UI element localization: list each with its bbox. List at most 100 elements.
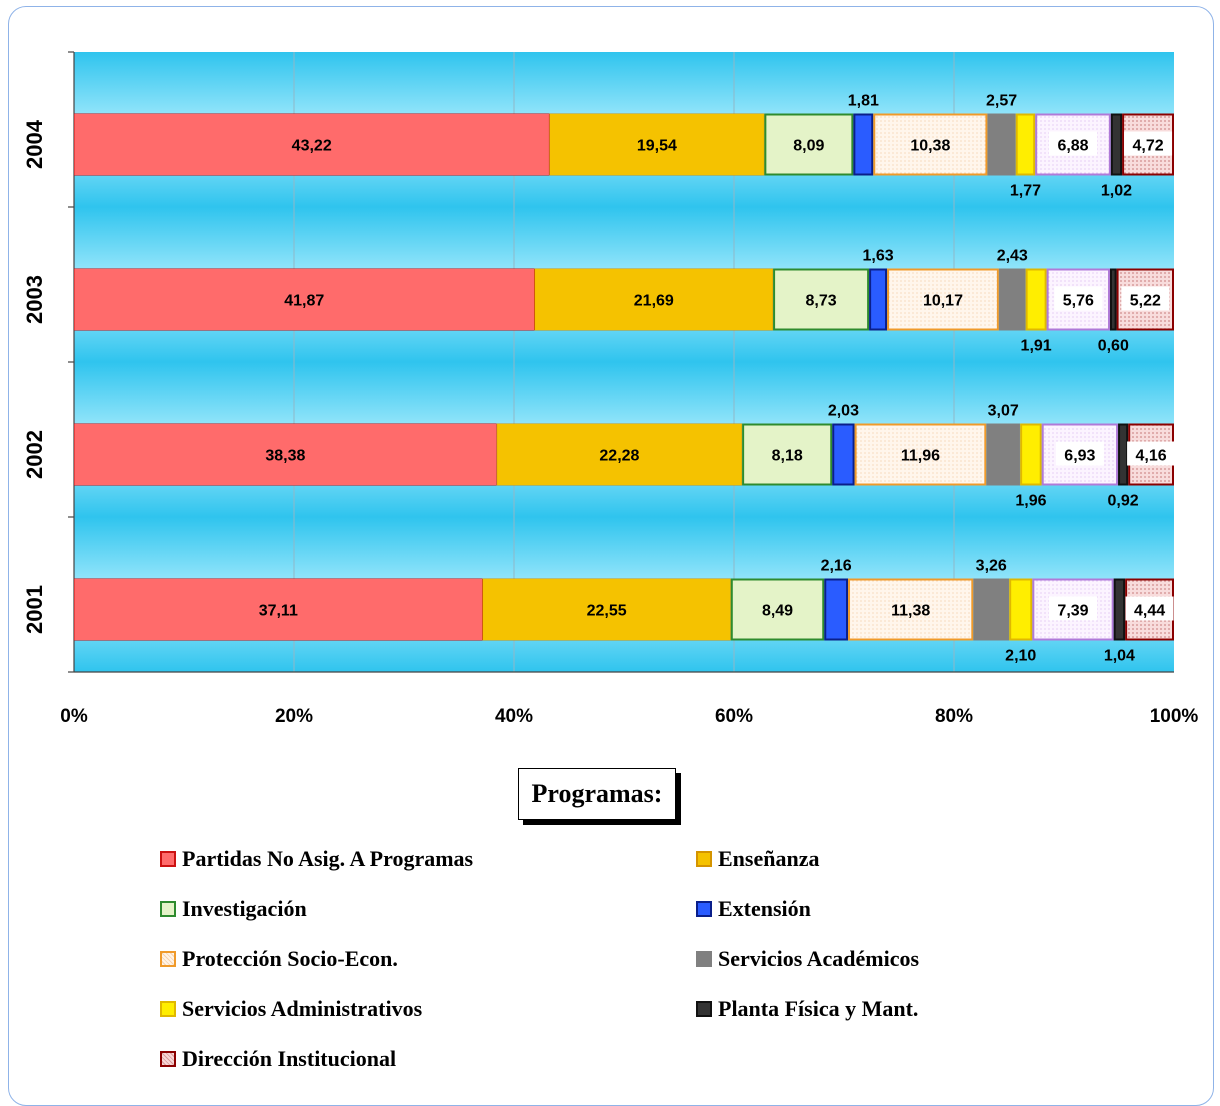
data-label: 2,16	[821, 558, 852, 575]
data-label: 1,02	[1101, 183, 1132, 200]
bar-segment	[1109, 268, 1117, 331]
data-label: 1,91	[1021, 338, 1052, 355]
bar-segment	[74, 578, 483, 641]
bar-segment	[482, 578, 731, 641]
data-label: 43,22	[292, 138, 332, 155]
bar-segment	[496, 423, 743, 486]
data-label: 8,09	[793, 138, 824, 155]
data-label: 3,07	[988, 403, 1019, 420]
data-label: 2,10	[1005, 648, 1036, 665]
bar-segment	[853, 113, 874, 176]
legend-swatch	[696, 851, 712, 867]
bar-segment	[1113, 578, 1126, 641]
bar-segment	[887, 268, 999, 331]
legend-label: Partidas No Asig. A Programas	[182, 846, 474, 871]
data-label: 8,18	[772, 448, 803, 465]
legend-swatch	[160, 1051, 176, 1067]
legend-label: Servicios Administrativos	[182, 996, 423, 1021]
legend-swatch	[696, 1001, 712, 1017]
data-label: 5,22	[1130, 293, 1161, 310]
legend-item: Servicios Académicos	[696, 946, 919, 972]
bar-segment	[986, 423, 1021, 486]
data-label-background	[1121, 286, 1170, 311]
x-tick-label: 100%	[1150, 706, 1199, 727]
data-label: 4,44	[1134, 603, 1165, 620]
bar-segment	[998, 268, 1026, 331]
data-label: 2,03	[828, 403, 859, 420]
data-label: 10,17	[923, 293, 963, 310]
bar-segment	[1015, 113, 1036, 176]
legend-item: Planta Física y Mant.	[696, 996, 918, 1022]
legend-label: Planta Física y Mant.	[718, 996, 919, 1021]
legend-label: Dirección Institucional	[182, 1046, 397, 1071]
data-label-background	[1127, 441, 1176, 466]
legend-label: Extensión	[718, 896, 811, 921]
data-label: 1,63	[863, 248, 894, 265]
bar-segment	[1110, 113, 1123, 176]
bar-segment	[1009, 578, 1033, 641]
x-tick-label: 20%	[275, 706, 313, 727]
x-tick-label: 0%	[60, 706, 88, 727]
bar-segment	[973, 578, 1010, 641]
category-label: 2001	[22, 585, 47, 634]
legend-swatch	[160, 851, 176, 867]
bar-segment	[848, 578, 974, 641]
data-label: 38,38	[265, 448, 305, 465]
data-label-background	[1049, 131, 1098, 156]
bar-segment	[74, 423, 497, 486]
category-label: 2004	[22, 119, 47, 169]
data-label: 7,39	[1057, 603, 1088, 620]
data-label: 6,93	[1064, 448, 1095, 465]
legend-item: Partidas No Asig. A Programas	[160, 846, 473, 872]
data-label: 21,69	[634, 293, 674, 310]
stacked-bar-chart: 0% 20% 40% 60% 80% 100% 2004 2003 2002 2001 43,22 1…	[22, 51, 1199, 727]
legend-label: Enseñanza	[718, 846, 820, 871]
data-label: 1,77	[1010, 183, 1041, 200]
legend-item: Servicios Administrativos	[160, 996, 422, 1022]
legend-swatch	[696, 901, 712, 917]
data-label-background	[1124, 131, 1173, 156]
legend-title: Programas:	[518, 768, 676, 820]
legend-label: Investigación	[182, 896, 307, 921]
data-label: 1,81	[848, 93, 879, 110]
data-label: 10,38	[910, 138, 950, 155]
data-label-background	[1054, 286, 1103, 311]
legend-swatch	[160, 901, 176, 917]
legend-item: Dirección Institucional	[160, 1046, 396, 1072]
category-label: 2003	[22, 275, 47, 324]
x-tick-label: 40%	[495, 706, 533, 727]
data-label: 1,96	[1015, 493, 1046, 510]
bar-segment	[764, 113, 854, 176]
data-label: 2,57	[986, 93, 1017, 110]
legend-label: Servicios Académicos	[718, 946, 920, 971]
data-label: 8,49	[762, 603, 793, 620]
bar-segment	[1025, 268, 1047, 331]
data-label-background	[1055, 441, 1104, 466]
data-label: 19,54	[637, 138, 677, 155]
bar-segment	[730, 578, 825, 641]
data-label: 4,16	[1136, 448, 1167, 465]
bar-segment	[742, 423, 833, 486]
data-label: 2,43	[997, 248, 1028, 265]
data-label: 1,04	[1104, 648, 1135, 665]
data-label-background	[1125, 596, 1174, 621]
bar-segment	[854, 423, 987, 486]
bar-segment	[549, 113, 765, 176]
legend-item: Investigación	[160, 896, 307, 922]
bar-segment	[773, 268, 870, 331]
bar-segment	[832, 423, 855, 486]
bar-segment	[873, 113, 988, 176]
data-label: 11,38	[891, 603, 930, 620]
data-label: 3,26	[976, 558, 1007, 575]
data-label: 41,87	[284, 293, 324, 310]
data-label: 8,73	[806, 293, 837, 310]
bar-segment	[74, 268, 535, 331]
legend-swatch	[696, 951, 712, 967]
data-label-background	[1048, 596, 1097, 621]
legend-item: Protección Socio-Econ.	[160, 946, 398, 972]
x-tick-label: 80%	[935, 706, 973, 727]
data-label: 0,92	[1108, 493, 1139, 510]
bar-segment	[534, 268, 774, 331]
bar-segment	[987, 113, 1016, 176]
data-label: 4,72	[1132, 138, 1163, 155]
